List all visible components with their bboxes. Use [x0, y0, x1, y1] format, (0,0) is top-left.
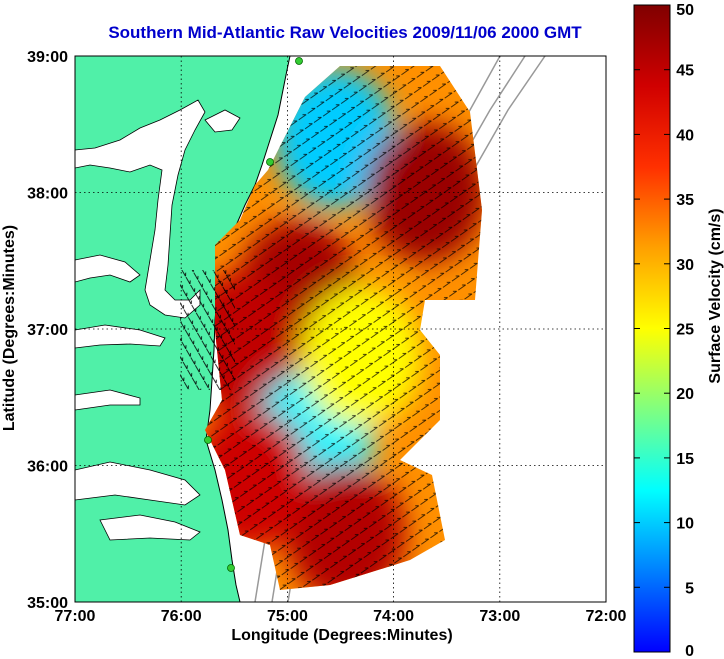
- bay-waters: [75, 99, 241, 541]
- y-tick-label: 35:00: [27, 595, 68, 612]
- colorbar-tick-label: 50: [676, 2, 694, 19]
- x-tick-label: 76:00: [161, 608, 202, 625]
- y-tick-label: 38:00: [27, 186, 68, 203]
- y-axis-ticks: 39:00 38:00 37:00 36:00 35:00: [27, 49, 68, 612]
- colorbar-tick-label: 15: [676, 451, 694, 468]
- y-axis-label: Latitude (Degrees:Minutes): [1, 225, 18, 431]
- colorbar-tick-label: 5: [685, 580, 694, 597]
- chart-title: Southern Mid-Atlantic Raw Velocities 200…: [108, 23, 582, 42]
- radar-stations: [204, 57, 303, 572]
- colorbar-tick-label: 30: [676, 257, 694, 274]
- x-tick-label: 72:00: [586, 608, 627, 625]
- colorbar-tick-label: 20: [676, 386, 694, 403]
- x-tick-label: 74:00: [373, 608, 414, 625]
- colorbar-tick-label: 10: [676, 516, 694, 533]
- x-axis-label: Longitude (Degrees:Minutes): [231, 627, 452, 644]
- station-marker: [295, 57, 303, 65]
- x-axis-ticks: 77:00 76:00 75:00 74:00 73:00 72:00: [55, 608, 627, 625]
- plot-frame: [74, 55, 607, 603]
- colorbar-tick-label: 40: [676, 127, 694, 144]
- colorbar-tick-label: 35: [676, 192, 694, 209]
- gridlines: [75, 56, 606, 602]
- colorbar-label: Surface Velocity (cm/s): [707, 208, 724, 383]
- station-marker: [266, 158, 274, 166]
- station-marker: [204, 436, 212, 444]
- nearshore-vectors: [180, 270, 235, 390]
- y-tick-label: 39:00: [27, 49, 68, 66]
- y-tick-label: 36:00: [27, 459, 68, 476]
- x-tick-label: 77:00: [55, 608, 96, 625]
- station-marker: [227, 564, 235, 572]
- colorbar-tick-label: 25: [676, 322, 694, 339]
- colorbar-tick-label: 45: [676, 63, 694, 80]
- x-tick-label: 75:00: [267, 608, 308, 625]
- y-tick-label: 37:00: [27, 322, 68, 339]
- map-plot-area: [74, 55, 607, 603]
- colorbar-tick-label: 0: [685, 643, 694, 659]
- x-tick-label: 73:00: [479, 608, 520, 625]
